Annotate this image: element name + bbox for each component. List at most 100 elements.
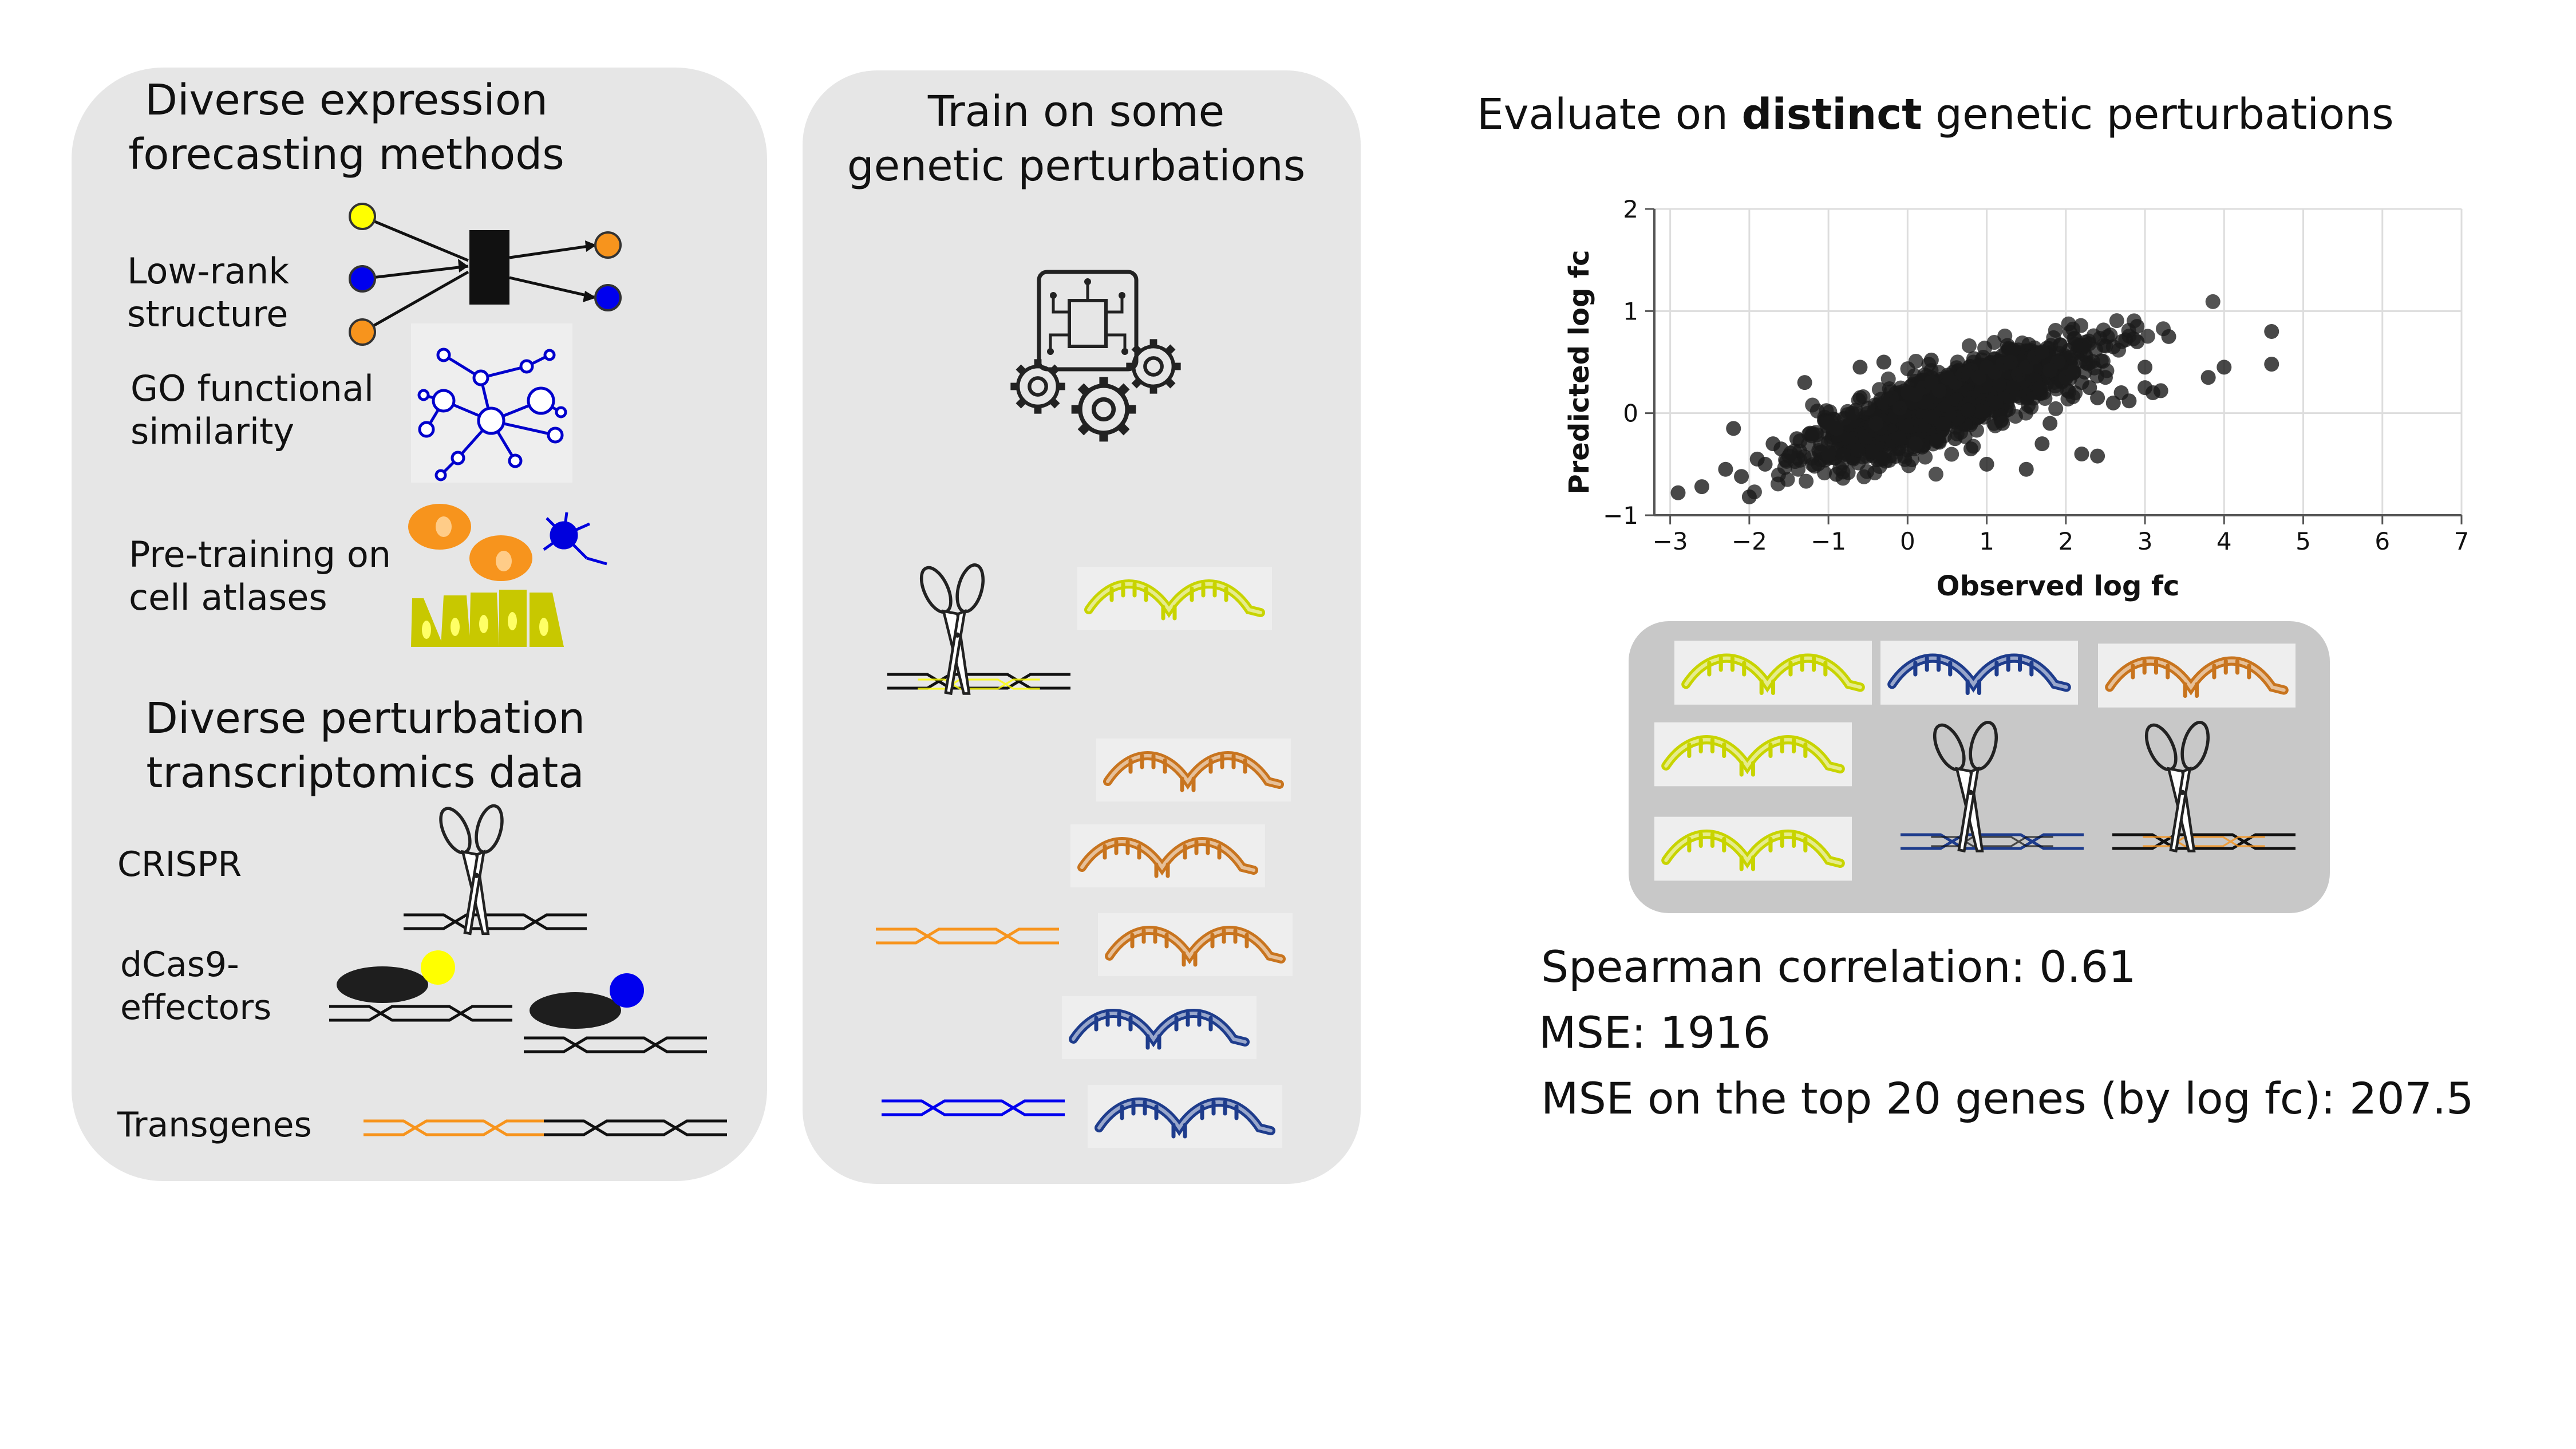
data-point	[1694, 479, 1709, 495]
data-point	[2129, 334, 2145, 349]
metric-mse: MSE: 1916	[1539, 1007, 1771, 1058]
scatter-chart: −3 −2 −1 0 1 2 3 4 5 6 7 −1 0 1 2 Observed log fc Pre…	[1563, 195, 2469, 602]
methods-title-line1: Diverse expression	[145, 76, 548, 125]
data-point	[1805, 426, 1820, 441]
data-point	[2052, 337, 2068, 353]
data-point	[1670, 485, 1686, 500]
y-tick-label: 0	[1623, 400, 1638, 428]
data-point	[1944, 447, 1959, 462]
data-point	[2090, 390, 2105, 405]
data-point	[2050, 354, 2065, 370]
x-tick-label: 4	[2217, 527, 2232, 555]
data-point	[2034, 436, 2050, 452]
data-point	[2048, 401, 2064, 416]
data-point	[1884, 390, 1899, 405]
data-point	[1986, 335, 2002, 350]
data-point	[2066, 365, 2081, 380]
data-point	[2003, 354, 2018, 370]
data-point	[2121, 393, 2137, 409]
data-point	[1804, 451, 1819, 466]
data-point	[1979, 456, 1994, 472]
x-tick-label: −1	[1811, 527, 1846, 555]
gene-network-icon	[411, 323, 572, 483]
data-point	[1828, 467, 1844, 482]
data-point	[2067, 336, 2083, 352]
x-tick-label: 6	[2374, 527, 2390, 555]
data-point	[2018, 461, 2034, 477]
data-point	[2103, 327, 2118, 343]
data-point	[2082, 380, 2097, 396]
data-point	[1908, 436, 1923, 452]
data-point	[2042, 416, 2058, 431]
data-point	[1844, 405, 1860, 421]
data-title-line1: Diverse perturbation	[145, 694, 585, 743]
data-point	[1992, 377, 2007, 392]
circuit-gears-icon	[1010, 270, 1180, 441]
training-title-line2: genetic perturbations	[847, 141, 1306, 191]
data-label-crispr: CRISPR	[117, 844, 242, 885]
data-point	[2105, 395, 2121, 410]
data-label-transgenes: Transgenes	[117, 1105, 312, 1145]
x-ticks: −3 −2 −1 0 1 2 3 4 5 6 7	[1653, 515, 2470, 555]
data-point	[2129, 319, 2145, 334]
metric-spearman: Spearman correlation: 0.61	[1541, 941, 2136, 992]
data-point	[1809, 403, 1825, 418]
x-tick-label: 7	[2454, 527, 2470, 555]
data-point	[2005, 379, 2021, 394]
data-point	[1852, 360, 1868, 375]
data-point	[2264, 357, 2279, 372]
data-point	[2097, 370, 2113, 385]
data-point	[1781, 448, 1796, 464]
data-point	[2205, 294, 2221, 309]
data-point	[1961, 338, 1977, 353]
data-point	[2109, 313, 2124, 329]
data-point	[2217, 360, 2232, 375]
data-point	[1771, 467, 1786, 483]
data-point	[1726, 421, 1741, 436]
data-point	[1973, 403, 1988, 418]
data-point	[1789, 431, 1804, 447]
data-point	[1950, 354, 1965, 370]
method-label-go-1: GO functional	[131, 368, 374, 409]
data-point	[1918, 449, 1933, 465]
dcas9-effector-icon	[329, 950, 707, 1052]
y-ticks: −1 0 1 2	[1603, 195, 1654, 530]
method-label-lowrank-2: structure	[127, 293, 288, 335]
rna-icon	[1654, 817, 1852, 881]
data-point	[1765, 436, 1781, 452]
data-point	[1929, 433, 1945, 449]
data-point	[2034, 344, 2050, 360]
data-point	[1961, 402, 1976, 418]
data-point	[2153, 383, 2168, 398]
data-point	[1850, 443, 1866, 458]
data-point	[2200, 370, 2216, 385]
rna-icon	[1077, 567, 1272, 630]
method-label-go-2: similarity	[131, 410, 294, 452]
rna-icon	[1088, 1085, 1282, 1148]
data-point	[1799, 473, 1814, 489]
rna-icon	[1070, 824, 1265, 887]
data-point	[1860, 400, 1876, 416]
y-tick-label: 2	[1623, 195, 1638, 223]
data-point	[1734, 469, 1749, 484]
data-point	[1898, 418, 1914, 434]
rna-icon	[1096, 739, 1291, 802]
data-point	[2138, 380, 2153, 396]
data-point	[1718, 461, 1733, 477]
evaluation-box	[1629, 621, 2330, 913]
method-label-lowrank-1: Low-rank	[127, 250, 289, 292]
data-point	[1828, 421, 1844, 436]
method-label-atlas-2: cell atlases	[129, 577, 327, 618]
data-label-dcas9-2: effectors	[120, 988, 271, 1028]
x-tick-label: 3	[2138, 527, 2153, 555]
chart-points	[1670, 294, 2279, 504]
data-point	[1871, 382, 1887, 397]
data-point	[2073, 353, 2088, 369]
data-point	[1925, 409, 1940, 425]
evaluate-title: Evaluate on distinct genetic perturbatio…	[1477, 90, 2394, 139]
x-tick-label: −2	[1732, 527, 1767, 555]
data-point	[1971, 370, 1986, 385]
cell-atlas-icon	[408, 504, 607, 647]
methods-title-line2: forecasting methods	[128, 130, 564, 179]
